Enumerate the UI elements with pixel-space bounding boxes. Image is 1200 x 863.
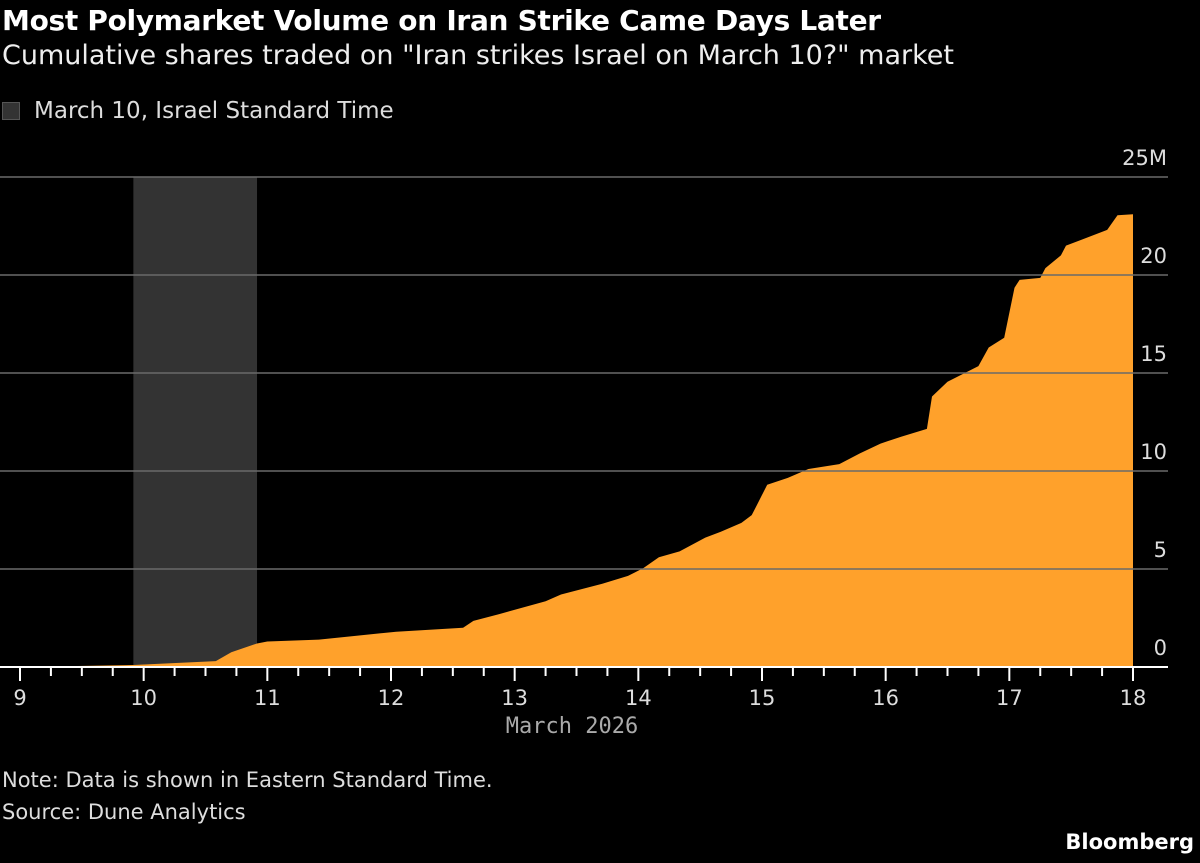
footnote: Note: Data is shown in Eastern Standard …	[2, 768, 493, 792]
chart-title: Most Polymarket Volume on Iran Strike Ca…	[2, 4, 881, 37]
y-tick-label: 10	[1140, 440, 1167, 464]
legend: March 10, Israel Standard Time	[2, 98, 394, 124]
x-tick-label: 14	[625, 686, 652, 710]
legend-label: March 10, Israel Standard Time	[34, 98, 394, 124]
shaded-band	[133, 177, 258, 667]
y-tick-label: 5	[1154, 538, 1167, 562]
y-tick-label: 0	[1154, 636, 1167, 660]
y-tick-label: 25M	[1122, 146, 1167, 170]
x-axis-title: March 2026	[506, 714, 638, 739]
x-tick-label: 10	[130, 686, 157, 710]
bloomberg-logo: Bloomberg	[1065, 830, 1194, 854]
x-tick-label: 15	[749, 686, 776, 710]
x-tick-label: 18	[1120, 686, 1147, 710]
y-tick-label: 15	[1140, 342, 1167, 366]
y-tick-label: 20	[1140, 244, 1167, 268]
x-tick-label: 9	[13, 686, 26, 710]
x-tick-label: 16	[872, 686, 899, 710]
x-tick-label: 13	[501, 686, 528, 710]
chart-subtitle: Cumulative shares traded on "Iran strike…	[2, 40, 954, 71]
x-tick-label: 11	[254, 686, 281, 710]
x-tick-label: 12	[378, 686, 405, 710]
source-note: Source: Dune Analytics	[2, 800, 246, 824]
cumulative-volume-area	[20, 214, 1133, 667]
legend-swatch	[2, 102, 20, 120]
x-tick-label: 17	[996, 686, 1023, 710]
